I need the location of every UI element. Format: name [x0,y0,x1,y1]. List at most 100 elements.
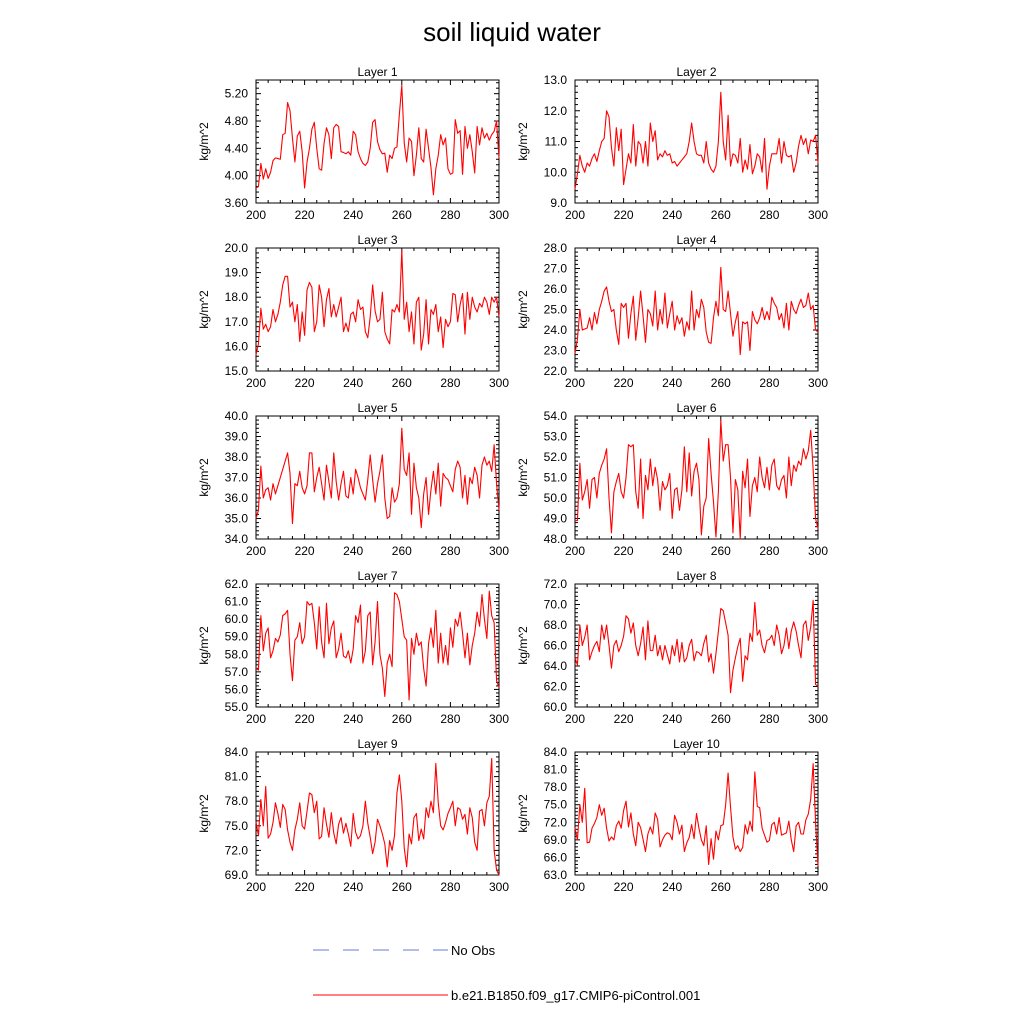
panel-title: Layer 3 [357,233,397,247]
y-tick-label: 20.0 [225,241,249,255]
x-tick-label: 260 [392,544,412,558]
x-tick-label: 300 [808,712,828,726]
x-tick-label: 200 [565,712,585,726]
panel-title: Layer 4 [676,233,716,247]
y-tick-label: 37.0 [225,471,249,485]
x-tick-label: 200 [565,208,585,222]
panel-6: Layer 6 200 220 240 260 280 300 48.0 49.0 50.0 51.… [516,401,828,558]
panel-3: Layer 3 200 220 240 260 280 300 15.0 16.0 17.0 18.… [197,233,509,390]
x-tick-label: 260 [711,712,731,726]
y-tick-label: 66.0 [544,639,568,653]
y-tick-label: 38.0 [225,450,249,464]
series-line-1 [255,427,500,529]
series-line-1 [255,758,500,876]
x-tick-label: 240 [662,880,682,894]
legend-label-2: b.e21.B1850.f09_g17.CMIP6-piControl.001 [451,988,700,1003]
panel-4: Layer 4 200 220 240 260 280 300 22.0 23.0 24.0 25.… [516,233,828,390]
y-tick-label: 17.0 [225,315,249,329]
panel-title: Layer 7 [357,569,397,583]
y-tick-label: 28.0 [544,241,568,255]
x-tick-label: 240 [343,376,363,390]
x-tick-label: 240 [343,544,363,558]
x-tick-label: 200 [246,880,266,894]
y-tick-label: 84.0 [225,745,249,759]
x-tick-label: 280 [440,208,460,222]
figure-title: soil liquid water [423,17,601,47]
x-tick-label: 260 [392,376,412,390]
panels-grid: Layer 1 200 220 240 260 280 300 3.60 4.00 4.40 4.8… [197,65,828,894]
y-tick-label: 4.80 [225,114,249,128]
x-tick-label: 300 [808,208,828,222]
y-axis-label: kg/m^2 [516,794,530,833]
y-tick-label: 72.0 [544,577,568,591]
panel-title: Layer 5 [357,401,397,415]
y-tick-label: 56.0 [225,682,249,696]
y-tick-label: 81.0 [544,763,568,777]
y-tick-label: 4.00 [225,169,249,183]
x-tick-label: 280 [759,544,779,558]
panel-title: Layer 9 [357,737,397,751]
x-tick-label: 280 [759,712,779,726]
x-tick-label: 300 [489,208,509,222]
y-tick-label: 26.0 [544,282,568,296]
y-tick-label: 62.0 [225,577,249,591]
y-tick-label: 23.0 [544,344,568,358]
y-tick-label: 51.0 [544,471,568,485]
x-tick-label: 220 [295,712,315,726]
y-tick-label: 58.0 [225,647,249,661]
panel-title: Layer 10 [673,737,720,751]
x-tick-label: 280 [759,376,779,390]
y-axis-label: kg/m^2 [197,626,211,665]
x-tick-label: 260 [711,880,731,894]
x-tick-label: 220 [295,544,315,558]
y-axis-label: kg/m^2 [516,626,530,665]
y-axis-label: kg/m^2 [516,122,530,161]
y-tick-label: 57.0 [225,665,249,679]
y-axis-label: kg/m^2 [197,122,211,161]
panel-5: Layer 5 200 220 240 260 280 300 34.0 35.0 36.0 37.… [197,401,509,558]
y-axis-label: kg/m^2 [197,458,211,497]
x-tick-label: 240 [662,376,682,390]
y-tick-label: 78.0 [544,780,568,794]
y-tick-label: 18.0 [225,290,249,304]
y-tick-label: 15.0 [225,364,249,378]
y-tick-label: 81.0 [225,770,249,784]
x-tick-label: 200 [246,544,266,558]
y-tick-label: 9.0 [550,196,567,210]
y-tick-label: 59.0 [225,630,249,644]
y-tick-label: 12.0 [544,104,568,118]
y-axis-label: kg/m^2 [197,290,211,329]
x-tick-label: 260 [711,376,731,390]
y-tick-label: 63.0 [544,868,568,882]
y-tick-label: 24.0 [544,323,568,337]
x-tick-label: 200 [565,880,585,894]
y-tick-label: 60.0 [225,612,249,626]
y-tick-label: 40.0 [225,409,249,423]
y-tick-label: 48.0 [544,532,568,546]
x-tick-label: 220 [614,208,634,222]
x-tick-label: 280 [759,208,779,222]
y-tick-label: 70.0 [544,598,568,612]
y-tick-label: 39.0 [225,430,249,444]
x-tick-label: 260 [392,208,412,222]
x-tick-label: 220 [614,712,634,726]
y-tick-label: 55.0 [225,700,249,714]
y-tick-label: 16.0 [225,339,249,353]
y-axis-label: kg/m^2 [516,290,530,329]
y-tick-label: 4.40 [225,141,249,155]
y-tick-label: 13.0 [544,73,568,87]
y-tick-label: 78.0 [225,794,249,808]
y-tick-label: 75.0 [544,798,568,812]
y-tick-label: 34.0 [225,532,249,546]
y-tick-label: 69.0 [544,833,568,847]
y-tick-label: 36.0 [225,491,249,505]
y-tick-label: 22.0 [544,364,568,378]
x-tick-label: 200 [565,544,585,558]
panel-1: Layer 1 200 220 240 260 280 300 3.60 4.00 4.40 4.8… [197,65,509,222]
series-line-1 [255,249,500,356]
y-tick-label: 69.0 [225,868,249,882]
x-tick-label: 240 [343,208,363,222]
panel-9: Layer 9 200 220 240 260 280 300 69.0 72.0 75.0 78.… [197,737,509,894]
plot-frame [574,583,819,708]
